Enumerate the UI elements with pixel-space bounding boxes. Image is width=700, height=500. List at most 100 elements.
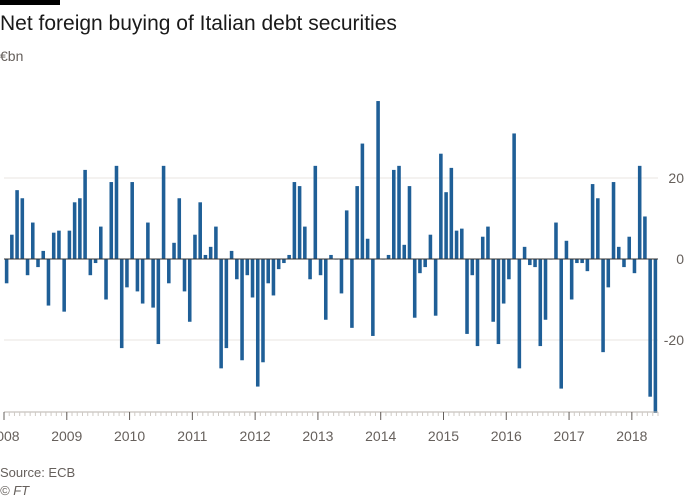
bar bbox=[161, 165, 166, 259]
bar bbox=[119, 259, 124, 349]
bar bbox=[219, 259, 223, 369]
bar bbox=[643, 216, 647, 259]
bar bbox=[51, 232, 56, 259]
bar bbox=[146, 222, 150, 259]
bar bbox=[418, 259, 422, 274]
bar bbox=[245, 259, 250, 276]
bar bbox=[622, 259, 626, 268]
bar bbox=[590, 184, 595, 259]
bar bbox=[93, 259, 98, 264]
bar bbox=[323, 259, 328, 320]
bar bbox=[470, 259, 475, 276]
bar bbox=[130, 182, 134, 259]
x-tick-label: 2018 bbox=[616, 428, 647, 444]
bar bbox=[114, 165, 119, 259]
bar bbox=[575, 259, 579, 264]
bar bbox=[20, 198, 25, 259]
bar bbox=[360, 143, 365, 259]
bar bbox=[512, 133, 516, 259]
bar bbox=[271, 259, 276, 296]
bar bbox=[208, 246, 213, 259]
bar bbox=[439, 153, 443, 259]
bar bbox=[376, 101, 380, 259]
bar bbox=[632, 259, 637, 274]
bar bbox=[229, 250, 234, 259]
bar bbox=[402, 244, 407, 259]
bar bbox=[41, 250, 46, 259]
bar bbox=[554, 222, 558, 259]
bar bbox=[507, 259, 511, 280]
x-tick-label: 2017 bbox=[553, 428, 584, 444]
bar bbox=[4, 259, 9, 284]
x-tick-label: 2013 bbox=[302, 428, 333, 444]
bar bbox=[365, 238, 370, 259]
bar bbox=[637, 165, 642, 259]
bar bbox=[297, 186, 302, 259]
x-tick-label: 2014 bbox=[365, 428, 396, 444]
bar bbox=[538, 259, 543, 347]
bar bbox=[187, 259, 192, 322]
bar bbox=[627, 236, 632, 259]
bar bbox=[104, 259, 108, 300]
bar bbox=[31, 222, 35, 259]
bar bbox=[491, 259, 495, 322]
bar bbox=[339, 259, 344, 294]
bar bbox=[423, 259, 427, 268]
bar bbox=[177, 198, 182, 259]
x-tick-label: 2011 bbox=[177, 428, 207, 444]
bar bbox=[496, 259, 501, 345]
bar bbox=[151, 259, 155, 308]
bar bbox=[528, 259, 532, 266]
bar bbox=[386, 254, 391, 259]
bar bbox=[460, 228, 464, 260]
bar bbox=[287, 254, 291, 259]
bar bbox=[585, 259, 590, 272]
bar bbox=[344, 210, 349, 259]
bar bbox=[240, 259, 244, 361]
bar bbox=[522, 246, 527, 259]
bar bbox=[648, 259, 652, 397]
bar bbox=[407, 186, 412, 259]
bar bbox=[303, 226, 307, 259]
bar bbox=[501, 259, 506, 304]
x-tick-label: 2008 bbox=[0, 428, 20, 444]
bar bbox=[564, 240, 569, 259]
bar bbox=[569, 259, 574, 300]
y-tick-label: -20 bbox=[664, 332, 684, 348]
bar bbox=[25, 259, 30, 276]
bar bbox=[109, 182, 114, 259]
bar bbox=[62, 259, 66, 312]
bar bbox=[308, 259, 312, 280]
bar bbox=[15, 190, 19, 259]
x-tick-label: 2010 bbox=[114, 428, 145, 444]
bar bbox=[83, 169, 87, 259]
bar bbox=[653, 259, 658, 413]
bar bbox=[444, 192, 448, 260]
bar bbox=[88, 259, 93, 276]
bar bbox=[392, 169, 396, 259]
bar bbox=[203, 254, 208, 259]
bar bbox=[559, 259, 563, 389]
bar bbox=[329, 254, 333, 259]
bar bbox=[449, 167, 454, 260]
bar bbox=[214, 226, 218, 259]
bar bbox=[276, 259, 281, 270]
bar bbox=[371, 259, 375, 336]
bar bbox=[543, 259, 548, 320]
bar bbox=[606, 259, 611, 288]
bar bbox=[292, 182, 297, 259]
bar bbox=[57, 230, 61, 259]
bar bbox=[182, 259, 187, 292]
bar bbox=[266, 259, 270, 284]
bar bbox=[261, 259, 265, 363]
bar bbox=[433, 259, 438, 316]
bar bbox=[601, 259, 605, 353]
bar bbox=[533, 259, 537, 268]
bar bbox=[480, 236, 485, 259]
bar bbox=[318, 259, 323, 276]
bar bbox=[10, 234, 14, 259]
x-tick-label: 2015 bbox=[428, 428, 459, 444]
bar bbox=[167, 259, 171, 284]
bar bbox=[135, 259, 140, 292]
chart-title: Net foreign buying of Italian debt secur… bbox=[0, 12, 397, 35]
